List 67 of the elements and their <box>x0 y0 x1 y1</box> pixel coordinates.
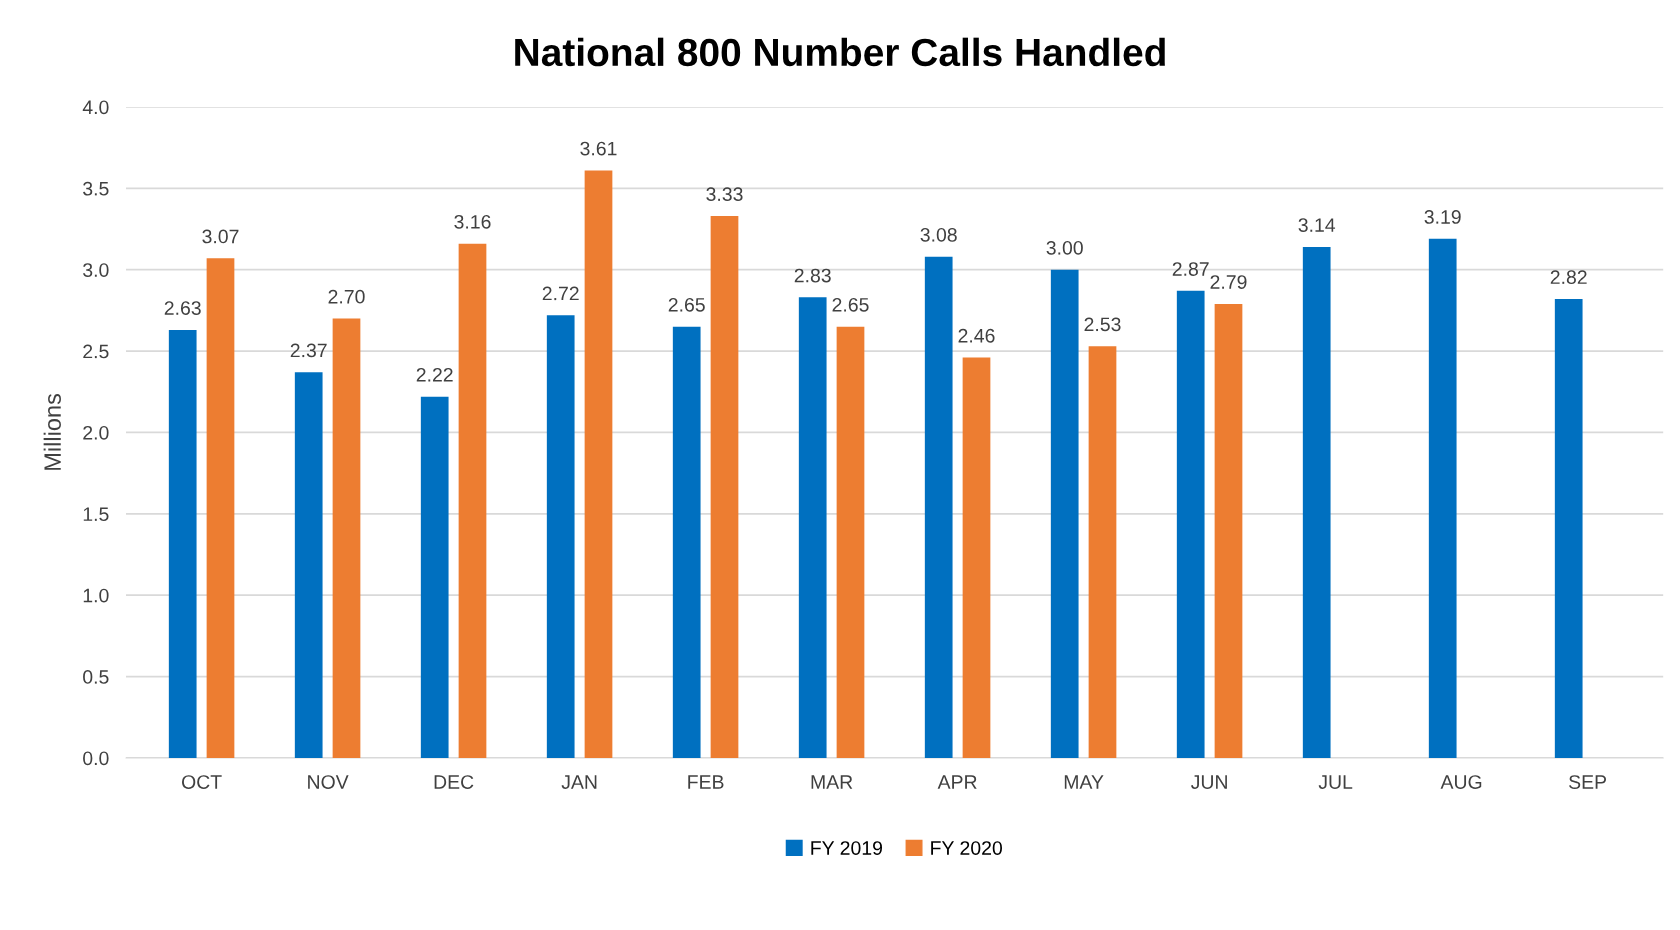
data-label: 2.70 <box>328 289 365 304</box>
data-label: 2.63 <box>164 301 201 315</box>
x-tick-label: NOV <box>308 775 349 789</box>
data-label: 2.82 <box>1550 270 1587 285</box>
bar <box>1214 303 1243 758</box>
bar <box>798 297 827 758</box>
data-label: 2.46 <box>958 328 995 343</box>
y-tick-label: 2.5 <box>83 344 109 359</box>
bar <box>206 258 235 758</box>
data-label: 2.65 <box>668 297 705 312</box>
x-tick-label: AUG <box>1440 775 1482 789</box>
y-tick-label: 1.5 <box>83 507 109 522</box>
data-label: 3.07 <box>202 229 239 244</box>
y-axis-title: Millions <box>43 393 61 470</box>
data-label: 3.00 <box>1046 240 1083 255</box>
data-label: 3.33 <box>706 187 743 202</box>
y-tick-label: 1.0 <box>83 588 109 603</box>
bar <box>1088 346 1117 758</box>
y-tick-label: 3.0 <box>83 263 109 277</box>
bar <box>710 215 739 758</box>
x-tick-label: MAY <box>1064 775 1104 789</box>
bar <box>546 315 575 758</box>
data-label: 3.19 <box>1424 210 1461 224</box>
bar <box>836 326 865 758</box>
y-tick-label: 3.5 <box>83 181 109 196</box>
bar <box>294 372 323 758</box>
bar <box>1428 238 1457 758</box>
x-tick-label: JUN <box>1191 775 1227 789</box>
x-tick-label: DEC <box>434 775 474 789</box>
y-tick-label: 4.0 <box>82 100 109 115</box>
data-label: 2.87 <box>1172 262 1209 276</box>
data-label: 2.37 <box>290 343 327 358</box>
legend-label: FY 2020 <box>931 841 1002 855</box>
x-tick-label: FEB <box>688 775 724 789</box>
bar <box>1302 246 1331 758</box>
bar <box>1050 269 1079 758</box>
data-label: 3.08 <box>920 227 957 242</box>
data-label: 2.65 <box>832 297 869 312</box>
bar <box>1554 299 1583 758</box>
data-label: 3.16 <box>454 214 491 229</box>
bar <box>924 256 953 758</box>
x-tick-label: OCT <box>182 775 222 789</box>
data-label: 2.53 <box>1084 317 1121 332</box>
legend-label: FY 2019 <box>811 841 883 855</box>
data-label: 2.79 <box>1210 275 1247 289</box>
bar <box>168 329 197 758</box>
x-tick-label: MAR <box>811 775 853 789</box>
y-tick-label: 0.0 <box>83 751 109 766</box>
bar <box>672 326 701 758</box>
bar <box>420 396 449 758</box>
x-tick-label: JUL <box>1318 775 1353 789</box>
x-tick-label: APR <box>937 775 977 789</box>
data-label: 2.72 <box>542 286 579 301</box>
bar <box>584 170 613 758</box>
y-tick-label: 2.0 <box>83 425 109 440</box>
data-label: 3.14 <box>1298 218 1336 232</box>
bar <box>332 318 361 758</box>
data-label: 2.83 <box>794 268 831 283</box>
bar <box>962 357 991 758</box>
data-label: 2.22 <box>416 367 453 382</box>
x-tick-label: SEP <box>1569 775 1607 789</box>
bar <box>458 243 487 758</box>
bar <box>1176 290 1205 758</box>
chart-title: National 800 Number Calls Handled <box>515 37 1165 67</box>
x-tick-label: JAN <box>561 775 597 789</box>
data-label: 3.61 <box>580 141 617 156</box>
y-tick-label: 0.5 <box>83 670 109 684</box>
